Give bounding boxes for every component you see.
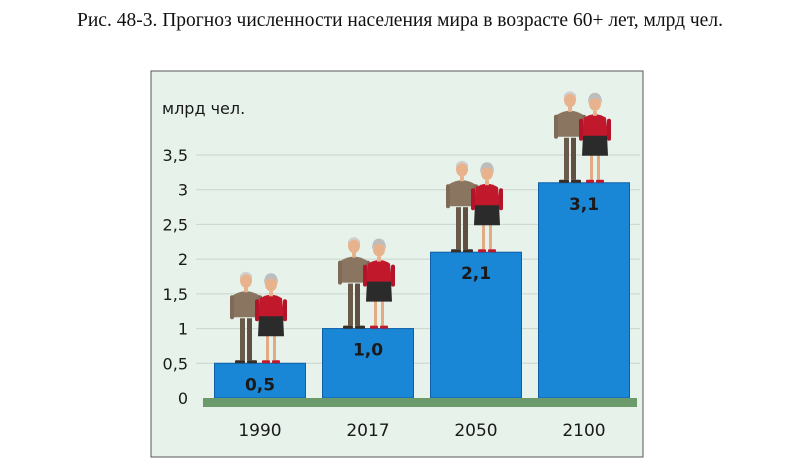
y-tick-label: 0,5 [163, 354, 188, 373]
x-tick-label: 1990 [238, 421, 281, 441]
elderly-couple [446, 160, 503, 253]
elderly-couple [230, 271, 287, 364]
elderly-woman-icon [363, 238, 395, 329]
bar-value-label: 0,5 [245, 375, 275, 395]
y-axis-label: млрд чел. [162, 99, 245, 118]
elderly-couple [338, 237, 395, 329]
y-tick-label: 2,5 [163, 215, 188, 234]
elderly-woman-icon [471, 162, 503, 253]
elderly-man-icon [230, 271, 262, 364]
y-tick-label: 3,5 [163, 146, 188, 165]
bar [322, 328, 414, 399]
elderly-couple [554, 91, 611, 183]
y-tick-label: 2 [178, 250, 188, 269]
elderly-woman-icon [579, 92, 611, 183]
bars: 0,5 1,0 2,1 3,1 [214, 182, 630, 399]
y-tick-label: 0 [178, 389, 188, 408]
y-tick-label: 1,5 [163, 285, 188, 304]
bar-value-label: 3,1 [569, 195, 599, 215]
x-tick-label: 2017 [346, 421, 389, 441]
people-illustrations [230, 91, 611, 364]
x-tick-label: 2100 [562, 421, 605, 441]
x-axis-ticks: 1990 2017 2050 2100 [238, 421, 605, 441]
bar-value-label: 1,0 [353, 341, 383, 361]
baseline [203, 398, 637, 407]
y-tick-label: 1 [178, 320, 188, 339]
bar-value-label: 2,1 [461, 264, 491, 284]
bar [214, 362, 306, 399]
y-tick-label: 3 [178, 181, 188, 200]
bar [538, 182, 630, 399]
y-axis-ticks: 0 0,5 1 1,5 2 2,5 3 3,5 [163, 146, 188, 408]
x-tick-label: 2050 [454, 421, 497, 441]
elderly-woman-icon [255, 273, 287, 364]
bar [430, 251, 522, 399]
page-title: Рис. 48-3. Прогноз численности населения… [77, 10, 723, 31]
